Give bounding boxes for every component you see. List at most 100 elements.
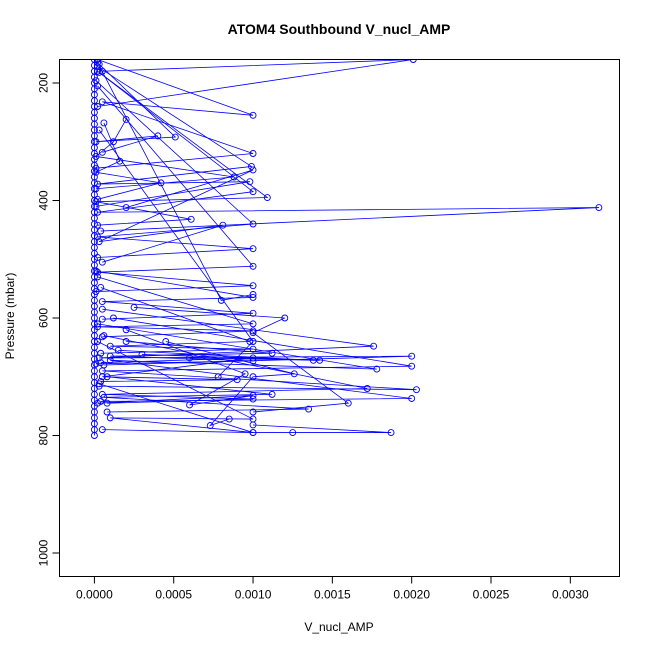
data-point-23-0 (122, 338, 130, 345)
data-point-20-4 (225, 415, 233, 423)
series-line-21 (118, 349, 320, 361)
data-point-11-3 (249, 309, 257, 317)
data-point-10-3 (219, 221, 227, 229)
data-point-12-4 (98, 333, 106, 341)
data-point-22-2 (98, 373, 106, 381)
data-point-5-4 (92, 288, 100, 296)
data-point-29-1 (249, 338, 257, 345)
series-line-26 (99, 383, 392, 433)
data-point-15-3 (412, 386, 420, 394)
data-point-19-3 (344, 399, 352, 407)
data-point-11-2 (98, 298, 106, 305)
data-point-13-2 (106, 342, 114, 350)
data-point-26-2 (289, 429, 297, 437)
data-point-12-3 (249, 327, 257, 335)
data-point-8-4 (94, 221, 102, 229)
x-tick-label-0: 0.0000 (76, 588, 113, 602)
data-point-20-2 (249, 373, 257, 381)
data-point-13-0 (97, 284, 105, 291)
data-point-23-3 (249, 357, 257, 365)
data-point-19-2 (249, 329, 257, 337)
data-point-7-2 (92, 168, 100, 176)
data-point-3-1 (249, 188, 257, 196)
data-point-3-4 (97, 227, 105, 235)
data-point-24-1 (268, 390, 276, 398)
data-point-26-3 (387, 429, 395, 437)
data-point-13-1 (246, 338, 254, 345)
data-point-17-3 (249, 395, 257, 403)
x-tick-label-3: 0.0015 (314, 588, 351, 602)
data-point-18-2 (106, 414, 114, 422)
data-point-28-0 (94, 59, 102, 66)
data-point-28-1 (217, 296, 225, 304)
data-point-17-0 (100, 332, 108, 340)
series-line-14 (99, 308, 412, 366)
data-point-0-64 (90, 432, 98, 439)
series-line-11 (95, 270, 254, 320)
data-point-1-0 (94, 59, 102, 63)
data-point-5-0 (94, 82, 102, 90)
data-point-24-4 (103, 408, 111, 416)
data-point-1-2 (98, 98, 106, 106)
series-line-20 (165, 341, 295, 427)
x-tick-label-1: 0.0005 (155, 588, 192, 602)
data-point-25-0 (122, 326, 130, 334)
data-point-8-1 (263, 194, 271, 202)
data-point-12-1 (249, 320, 257, 328)
data-point-6-3 (154, 132, 162, 140)
series-line-6 (95, 63, 177, 153)
data-point-19-0 (130, 303, 138, 311)
data-point-22-3 (233, 376, 241, 384)
y-tick-label-2: 600 (37, 308, 51, 328)
data-point-17-4 (103, 399, 111, 407)
data-point-27-2 (94, 103, 102, 110)
series-line-18 (97, 341, 254, 433)
data-point-10-2 (95, 238, 103, 246)
data-point-24-3 (305, 405, 313, 413)
data-point-4-3 (249, 245, 257, 253)
y-tick-label-4: 1000 (37, 539, 51, 566)
data-point-7-1 (116, 157, 124, 165)
data-point-15-1 (408, 362, 416, 370)
data-point-10-0 (122, 204, 130, 212)
y-tick-label-0: 200 (37, 73, 51, 93)
data-point-9-4 (92, 185, 100, 193)
data-point-10-1 (249, 166, 257, 174)
data-point-7-3 (157, 179, 165, 187)
data-point-12-2 (94, 323, 102, 331)
data-point-22-0 (97, 359, 105, 367)
x-tick-label-4: 0.0020 (393, 588, 430, 602)
series-line-28 (97, 62, 254, 301)
data-point-2-1 (247, 162, 255, 170)
data-point-6-4 (98, 148, 106, 156)
x-axis: 0.0000 0.0005 0.0010 0.0015 0.0020 0.0025 0.00… (76, 576, 589, 602)
data-point-25-4 (94, 399, 102, 407)
data-point-6-0 (95, 60, 103, 68)
data-point-25-1 (241, 370, 249, 378)
data-point-23-1 (268, 349, 276, 357)
data-point-13-3 (249, 345, 257, 353)
data-point-21-2 (138, 350, 146, 358)
data-point-20-0 (162, 338, 170, 345)
data-point-25-2 (186, 401, 194, 409)
data-point-15-4 (95, 382, 103, 390)
data-point-16-1 (373, 365, 381, 373)
data-point-27-1 (409, 59, 417, 63)
plot-area (90, 59, 603, 439)
data-point-26-0 (95, 380, 103, 388)
series-line-19 (134, 307, 350, 413)
data-point-9-2 (92, 152, 100, 160)
data-point-1-1 (249, 111, 257, 119)
series-line-16 (97, 323, 412, 402)
data-point-24-0 (103, 373, 111, 381)
data-point-8-3 (187, 215, 195, 223)
data-point-9-1 (109, 138, 117, 146)
data-point-3-0 (95, 68, 103, 76)
data-point-18-0 (94, 338, 102, 345)
data-point-3-2 (94, 208, 102, 216)
data-point-9-0 (122, 115, 130, 123)
data-point-5-2 (94, 268, 102, 276)
series-line-7 (94, 122, 162, 200)
